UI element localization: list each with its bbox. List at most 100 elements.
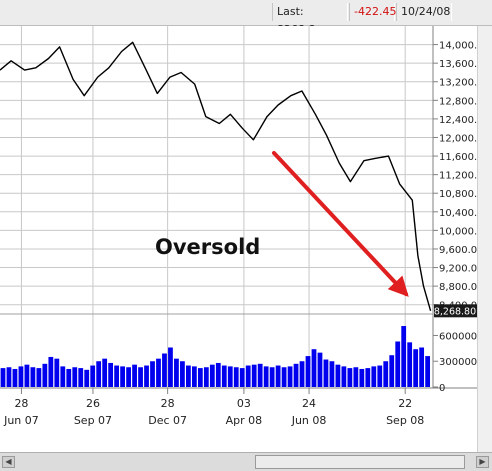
x-tick-label-day: 24	[302, 397, 316, 410]
volume-bar	[419, 347, 425, 387]
volume-bar	[180, 361, 185, 387]
volume-bar	[269, 367, 275, 387]
x-tick-label-month: Sep 08	[386, 414, 424, 427]
price-tick-label: 9,200.00	[439, 264, 477, 275]
x-tick-label-month: Jun 08	[291, 414, 327, 427]
price-line	[0, 41, 432, 311]
volume-bar	[413, 349, 419, 387]
volume-bar	[245, 365, 251, 387]
x-tick-label-day: 03	[237, 397, 251, 410]
volume-bar	[347, 368, 353, 387]
horizontal-scrollbar[interactable]: ◀ ▶	[0, 452, 492, 471]
volume-bar	[329, 361, 335, 387]
scroll-right-button[interactable]: ▶	[476, 456, 489, 468]
quote-toolbar: Last: 8268.8 -422.45 10/24/08	[0, 0, 492, 36]
volume-bar	[251, 364, 257, 387]
volume-bars	[0, 326, 431, 387]
volume-bar	[48, 356, 54, 387]
volume-bar	[257, 363, 263, 387]
price-tick-label: 10,800.00	[439, 189, 477, 200]
volume-bar	[114, 365, 120, 387]
plot-area	[0, 26, 433, 388]
x-tick-label-month: Dec 07	[148, 414, 187, 427]
x-tick-label-month: Jun 07	[3, 414, 39, 427]
volume-bar	[299, 361, 305, 387]
grid-lines	[0, 26, 433, 388]
volume-bar	[174, 358, 179, 387]
price-volume-chart: 14,000.00 13,600.00 13,200.00 12,800.00 12,4…	[0, 26, 477, 427]
price-tick-label: 9,600.00	[439, 245, 477, 256]
volume-bar	[203, 367, 209, 387]
last-price-field: Last: 8268.8	[272, 3, 348, 36]
scrollbar-thumb[interactable]	[255, 455, 465, 469]
volume-bar	[407, 342, 413, 387]
x-axis-ticks: 28 Jun 07 26 Sep 07 28 Dec 07 03 Apr 08 24 Jun 08…	[3, 388, 424, 427]
volume-bar	[36, 368, 42, 387]
right-axis-panel	[433, 26, 477, 388]
volume-bar	[120, 366, 125, 387]
volume-bar	[30, 367, 36, 387]
x-tick-label-day: 26	[86, 397, 100, 410]
x-tick-label-day: 28	[14, 397, 28, 410]
volume-bar	[60, 366, 66, 387]
volume-bar	[365, 368, 371, 387]
price-tick-label: 11,600.00	[439, 152, 477, 163]
volume-bar	[186, 365, 191, 387]
price-tick-label: 12,000.00	[439, 133, 477, 144]
volume-bar	[132, 364, 137, 387]
scroll-left-button[interactable]: ◀	[2, 456, 15, 468]
volume-bar	[144, 365, 149, 387]
volume-bar	[293, 363, 299, 387]
last-price-tag-bg	[434, 304, 477, 318]
volume-bar	[0, 368, 6, 387]
volume-bar	[335, 364, 341, 387]
volume-bar	[54, 358, 60, 387]
volume-bar	[168, 347, 173, 387]
volume-bar	[401, 326, 407, 387]
volume-bar	[311, 349, 317, 387]
volume-bar	[197, 368, 203, 387]
volume-bar	[78, 368, 84, 387]
volume-bar	[42, 363, 48, 387]
volume-bar	[150, 361, 155, 387]
volume-bar	[425, 356, 431, 387]
price-tick-label: 13,200.00	[439, 78, 477, 89]
price-tick-label: 13,600.00	[439, 59, 477, 70]
volume-bar	[12, 368, 18, 387]
volume-bar	[395, 341, 401, 387]
volume-bar	[359, 368, 365, 387]
volume-bar	[353, 367, 359, 387]
volume-bar	[305, 356, 311, 387]
price-tick-label: 10,000.00	[439, 226, 477, 237]
price-tick-label: 12,800.00	[439, 96, 477, 107]
x-tick-label-month: Sep 07	[74, 414, 112, 427]
price-tick-label: 10,400.00	[439, 208, 477, 219]
volume-bar	[84, 369, 90, 387]
volume-bar	[281, 367, 287, 387]
volume-bar	[138, 367, 143, 387]
volume-bar	[66, 368, 72, 387]
x-tick-label-month: Apr 08	[226, 414, 263, 427]
volume-bar	[389, 355, 395, 387]
last-price-tag: 8,268.80	[434, 304, 477, 318]
volume-bar	[233, 367, 239, 387]
volume-bar	[209, 364, 215, 387]
price-tick-label: 8,800.00	[439, 282, 477, 293]
price-axis-ticks: 14,000.00 13,600.00 13,200.00 12,800.00 12,4…	[433, 41, 477, 312]
volume-bar	[317, 352, 323, 387]
x-tick-label-day: 22	[398, 397, 412, 410]
volume-bar	[275, 365, 281, 387]
price-tick-label: 11,200.00	[439, 171, 477, 182]
volume-bar	[221, 365, 227, 387]
volume-bar	[341, 366, 347, 387]
volume-bar	[383, 361, 389, 387]
volume-bar	[227, 366, 233, 387]
volume-bar	[102, 358, 108, 387]
volume-bar	[191, 366, 197, 387]
annotation-arrow	[272, 151, 409, 297]
volume-bar	[287, 366, 293, 387]
volume-bar	[72, 367, 78, 387]
vertical-scrollbar[interactable]	[477, 26, 492, 452]
